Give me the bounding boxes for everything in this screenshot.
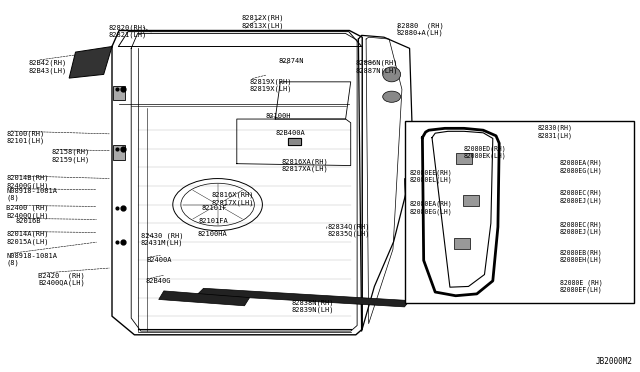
Ellipse shape (383, 67, 401, 82)
Bar (456, 153, 472, 164)
Text: 82014B(RH)
82400G(LH): 82014B(RH) 82400G(LH) (6, 175, 49, 189)
Bar (113, 86, 125, 100)
Text: N08918-1081A
(8): N08918-1081A (8) (6, 253, 58, 266)
Text: 82080EE(RH)
82080EL(LH): 82080EE(RH) 82080EL(LH) (410, 169, 452, 183)
Text: 82014A(RH)
82015A(LH): 82014A(RH) 82015A(LH) (6, 231, 49, 245)
Ellipse shape (383, 91, 401, 102)
Text: 82080E (RH)
82080EF(LH): 82080E (RH) 82080EF(LH) (560, 279, 603, 293)
Text: 82158(RH)
82159(LH): 82158(RH) 82159(LH) (51, 149, 90, 163)
Text: B2420  (RH)
B2400QA(LH): B2420 (RH) B2400QA(LH) (38, 272, 85, 286)
Text: 82080EC(RH)
82080EJ(LH): 82080EC(RH) 82080EJ(LH) (560, 190, 603, 204)
Text: N08918-1081A
(8): N08918-1081A (8) (6, 188, 58, 201)
Text: 82886N(RH)
82887N(LH): 82886N(RH) 82887N(LH) (355, 60, 397, 74)
Text: 82820(RH)
82821(LH): 82820(RH) 82821(LH) (109, 24, 147, 38)
Polygon shape (197, 288, 410, 307)
Text: JB2000M2: JB2000M2 (595, 357, 632, 366)
Text: B2400A: B2400A (146, 257, 172, 263)
Text: 82B400A: 82B400A (275, 130, 305, 136)
Text: 82080EC(RH)
82080EJ(LH): 82080EC(RH) 82080EJ(LH) (560, 221, 603, 235)
Text: 82100(RH)
82101(LH): 82100(RH) 82101(LH) (6, 130, 45, 144)
Text: B2400 (RH)
B2400Q(LH): B2400 (RH) B2400Q(LH) (6, 205, 49, 219)
Text: 82430 (RH)
82431M(LH): 82430 (RH) 82431M(LH) (141, 232, 183, 247)
Polygon shape (288, 138, 301, 145)
Text: 82838N(RH)
82839N(LH): 82838N(RH) 82839N(LH) (291, 299, 333, 314)
Text: 82101F: 82101F (202, 205, 227, 211)
Polygon shape (159, 291, 250, 306)
Text: 82101FA: 82101FA (198, 218, 228, 224)
Text: 82819X(RH)
82819X(LH): 82819X(RH) 82819X(LH) (250, 78, 292, 92)
Text: 82016B: 82016B (16, 218, 42, 224)
Text: 82080EA(RH)
82080EG(LH): 82080EA(RH) 82080EG(LH) (560, 160, 603, 174)
Text: 82880  (RH)
82880+A(LH): 82880 (RH) 82880+A(LH) (397, 22, 444, 36)
Text: 82080EB(RH)
82080EH(LH): 82080EB(RH) 82080EH(LH) (560, 249, 603, 263)
Text: 82080ED(RH)
82080EK(LH): 82080ED(RH) 82080EK(LH) (464, 145, 507, 159)
Text: 82100H: 82100H (266, 113, 291, 119)
Text: 82B42(RH)
82B43(LH): 82B42(RH) 82B43(LH) (29, 60, 67, 74)
Bar (454, 238, 470, 249)
Text: 82100HA: 82100HA (197, 231, 227, 237)
Text: 82874N: 82874N (278, 58, 304, 64)
Text: 82080EA(RH)
82080EG(LH): 82080EA(RH) 82080EG(LH) (410, 201, 452, 215)
Polygon shape (69, 46, 112, 78)
Bar (113, 145, 125, 160)
Bar (463, 195, 479, 206)
Text: 82830(RH)
82831(LH): 82830(RH) 82831(LH) (538, 125, 572, 139)
Text: 82834Q(RH)
82835Q(LH): 82834Q(RH) 82835Q(LH) (328, 223, 370, 237)
Text: 82816XA(RH)
82817XA(LH): 82816XA(RH) 82817XA(LH) (282, 158, 328, 172)
Text: 82816X(RH)
82817X(LH): 82816X(RH) 82817X(LH) (211, 192, 253, 206)
Text: 82812X(RH)
82813X(LH): 82812X(RH) 82813X(LH) (241, 15, 284, 29)
Text: 82B40G: 82B40G (146, 278, 172, 284)
Bar (405, 121, 634, 303)
Polygon shape (404, 179, 411, 288)
